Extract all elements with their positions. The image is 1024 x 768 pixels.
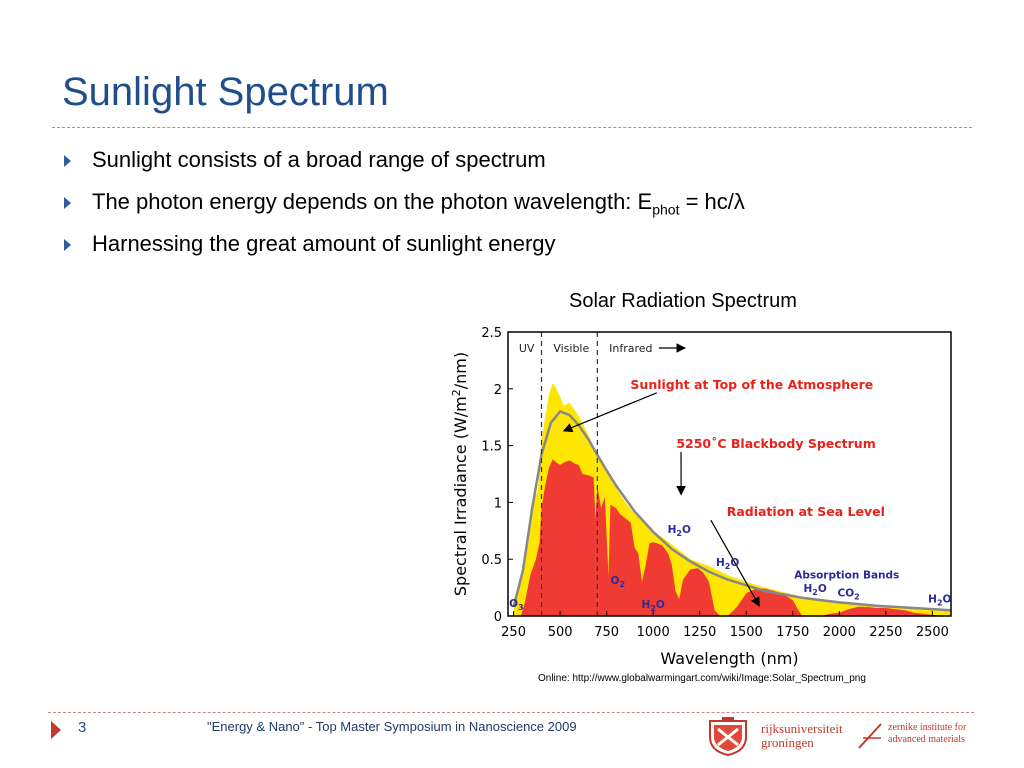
slide-marker-icon (51, 721, 61, 739)
absorption-band-label-subscript: 2 (854, 593, 860, 602)
bullet-item: Harnessing the great amount of sunlight … (64, 228, 745, 270)
absorption-band-label: O3 (509, 598, 524, 612)
annotation-label: Radiation at Sea Level (727, 504, 885, 519)
bullet-text: Sunlight consists of a broad range of sp… (92, 147, 546, 172)
university-crest-logo (709, 717, 747, 757)
absorption-band-label: H2O (928, 593, 951, 607)
zernike-name-line2: advanced materials (888, 734, 965, 745)
slide-title: Sunlight Spectrum (62, 70, 389, 114)
footer-text: "Energy & Nano" - Top Master Symposium i… (207, 719, 577, 734)
y-axis-label-part: /nm) (451, 352, 470, 389)
absorption-band-label-subscript: 2 (725, 562, 731, 571)
plot-series-group (512, 383, 951, 616)
y-axis-label-superscript: 2 (450, 389, 463, 396)
chart-caption: Solar Radiation Spectrum (569, 290, 797, 312)
y-tick-label: 0 (494, 610, 502, 625)
x-axis-label: Wavelength (nm) (660, 649, 798, 668)
absorption-band-label-subscript: 2 (619, 580, 625, 589)
absorption-bands-title: Absorption Bands (794, 570, 899, 582)
zernike-logo-text: zernike institute for advanced materials (888, 722, 966, 746)
annotation-label: Sunlight at Top of the Atmosphere (630, 377, 873, 392)
university-name-line2: groningen (761, 735, 814, 750)
x-tick-label: 2000 (823, 625, 856, 640)
y-tick-label: 2 (494, 383, 502, 398)
y-tick-label: 2.5 (481, 326, 502, 341)
x-tick-label: 2250 (869, 625, 902, 640)
absorption-band-label-part: O (943, 593, 952, 605)
bullet-text: Harnessing the great amount of sunlight … (92, 231, 556, 256)
annotation-label: 5250˚C Blackbody Spectrum (676, 436, 875, 451)
university-name-line1: rijksuniversiteit (761, 721, 843, 736)
page-number: 3 (78, 719, 87, 736)
zernike-logo-icon (858, 723, 882, 749)
absorption-band-label-subscript: 2 (937, 598, 943, 607)
absorption-band-label-part: H (668, 524, 677, 536)
region-label: Visible (553, 342, 589, 355)
bullet-text: The photon energy depends on the photon … (92, 189, 653, 214)
x-tick-label: 750 (594, 625, 619, 640)
absorption-band-label-part: H (928, 593, 937, 605)
absorption-band-label: H2O (642, 599, 665, 613)
absorption-band-label: H2O (716, 557, 739, 571)
absorption-band-label-part: O (656, 599, 665, 611)
y-axis-label-part: Spectral Irradiance (W/m (451, 396, 470, 596)
annotation-arrow (562, 392, 658, 433)
region-label: UV (519, 342, 535, 355)
absorption-band-label-part: O (682, 524, 691, 536)
bullet-text-suffix: = hc/λ (679, 189, 745, 214)
x-tick-label: 1500 (730, 625, 763, 640)
absorption-band-label-part: H (716, 557, 725, 569)
y-tick-label: 1.5 (481, 440, 502, 455)
university-logo-text: rijksuniversiteit groningen (761, 722, 843, 750)
title-divider (52, 127, 972, 128)
source-citation: Online: http://www.globalwarmingart.com/… (538, 673, 866, 684)
triangle-bullet-icon (64, 239, 71, 251)
absorption-band-label-part: H (642, 599, 651, 611)
x-tick-label: 500 (548, 625, 573, 640)
bullet-item: Sunlight consists of a broad range of sp… (64, 144, 745, 186)
y-axis-label: Spectral Irradiance (W/m2/nm) (450, 352, 470, 596)
x-tick-label: 1250 (683, 625, 716, 640)
bullet-subscript: phot (652, 201, 680, 218)
bullet-item: The photon energy depends on the photon … (64, 186, 745, 228)
blackbody-curve (512, 410, 951, 612)
absorption-band-label: H2O (803, 583, 826, 597)
absorption-band-label-part: CO (838, 588, 855, 600)
region-label: Infrared (609, 342, 652, 355)
y-tick-label: 0.5 (481, 553, 502, 568)
absorption-band-label-part: O (509, 598, 518, 610)
annotation-arrow (710, 519, 760, 607)
absorption-band-label-subscript: 2 (676, 529, 682, 538)
x-tick-label: 1750 (776, 625, 809, 640)
zernike-name-line1: zernike institute for (888, 722, 967, 733)
absorption-band-label-subscript: 3 (518, 603, 524, 612)
absorption-band-label-part: O (611, 575, 620, 587)
absorption-band-label-subscript: 2 (812, 588, 818, 597)
sea-level-area (513, 459, 951, 616)
absorption-band-label-subscript: 2 (650, 604, 656, 613)
absorption-band-label: O2 (611, 575, 626, 589)
triangle-bullet-icon (64, 197, 71, 209)
absorption-band-label-part: H (803, 583, 812, 595)
absorption-band-label: H2O (668, 524, 691, 538)
absorption-band-label-part: O (818, 583, 827, 595)
triangle-bullet-icon (64, 155, 71, 167)
y-tick-label: 1 (494, 496, 502, 511)
solar-spectrum-chart: UV Visible Infrared 250 500 750 1000 1250 1500 17… (450, 326, 952, 668)
plot-frame (507, 331, 952, 617)
footer-divider (48, 712, 974, 713)
absorption-band-label: CO2 (838, 588, 860, 602)
x-tick-label: 1000 (637, 625, 670, 640)
bullet-list: Sunlight consists of a broad range of sp… (64, 144, 745, 270)
absorption-band-label-part: O (730, 557, 739, 569)
x-tick-label: 250 (501, 625, 526, 640)
x-tick-label: 2500 (916, 625, 949, 640)
